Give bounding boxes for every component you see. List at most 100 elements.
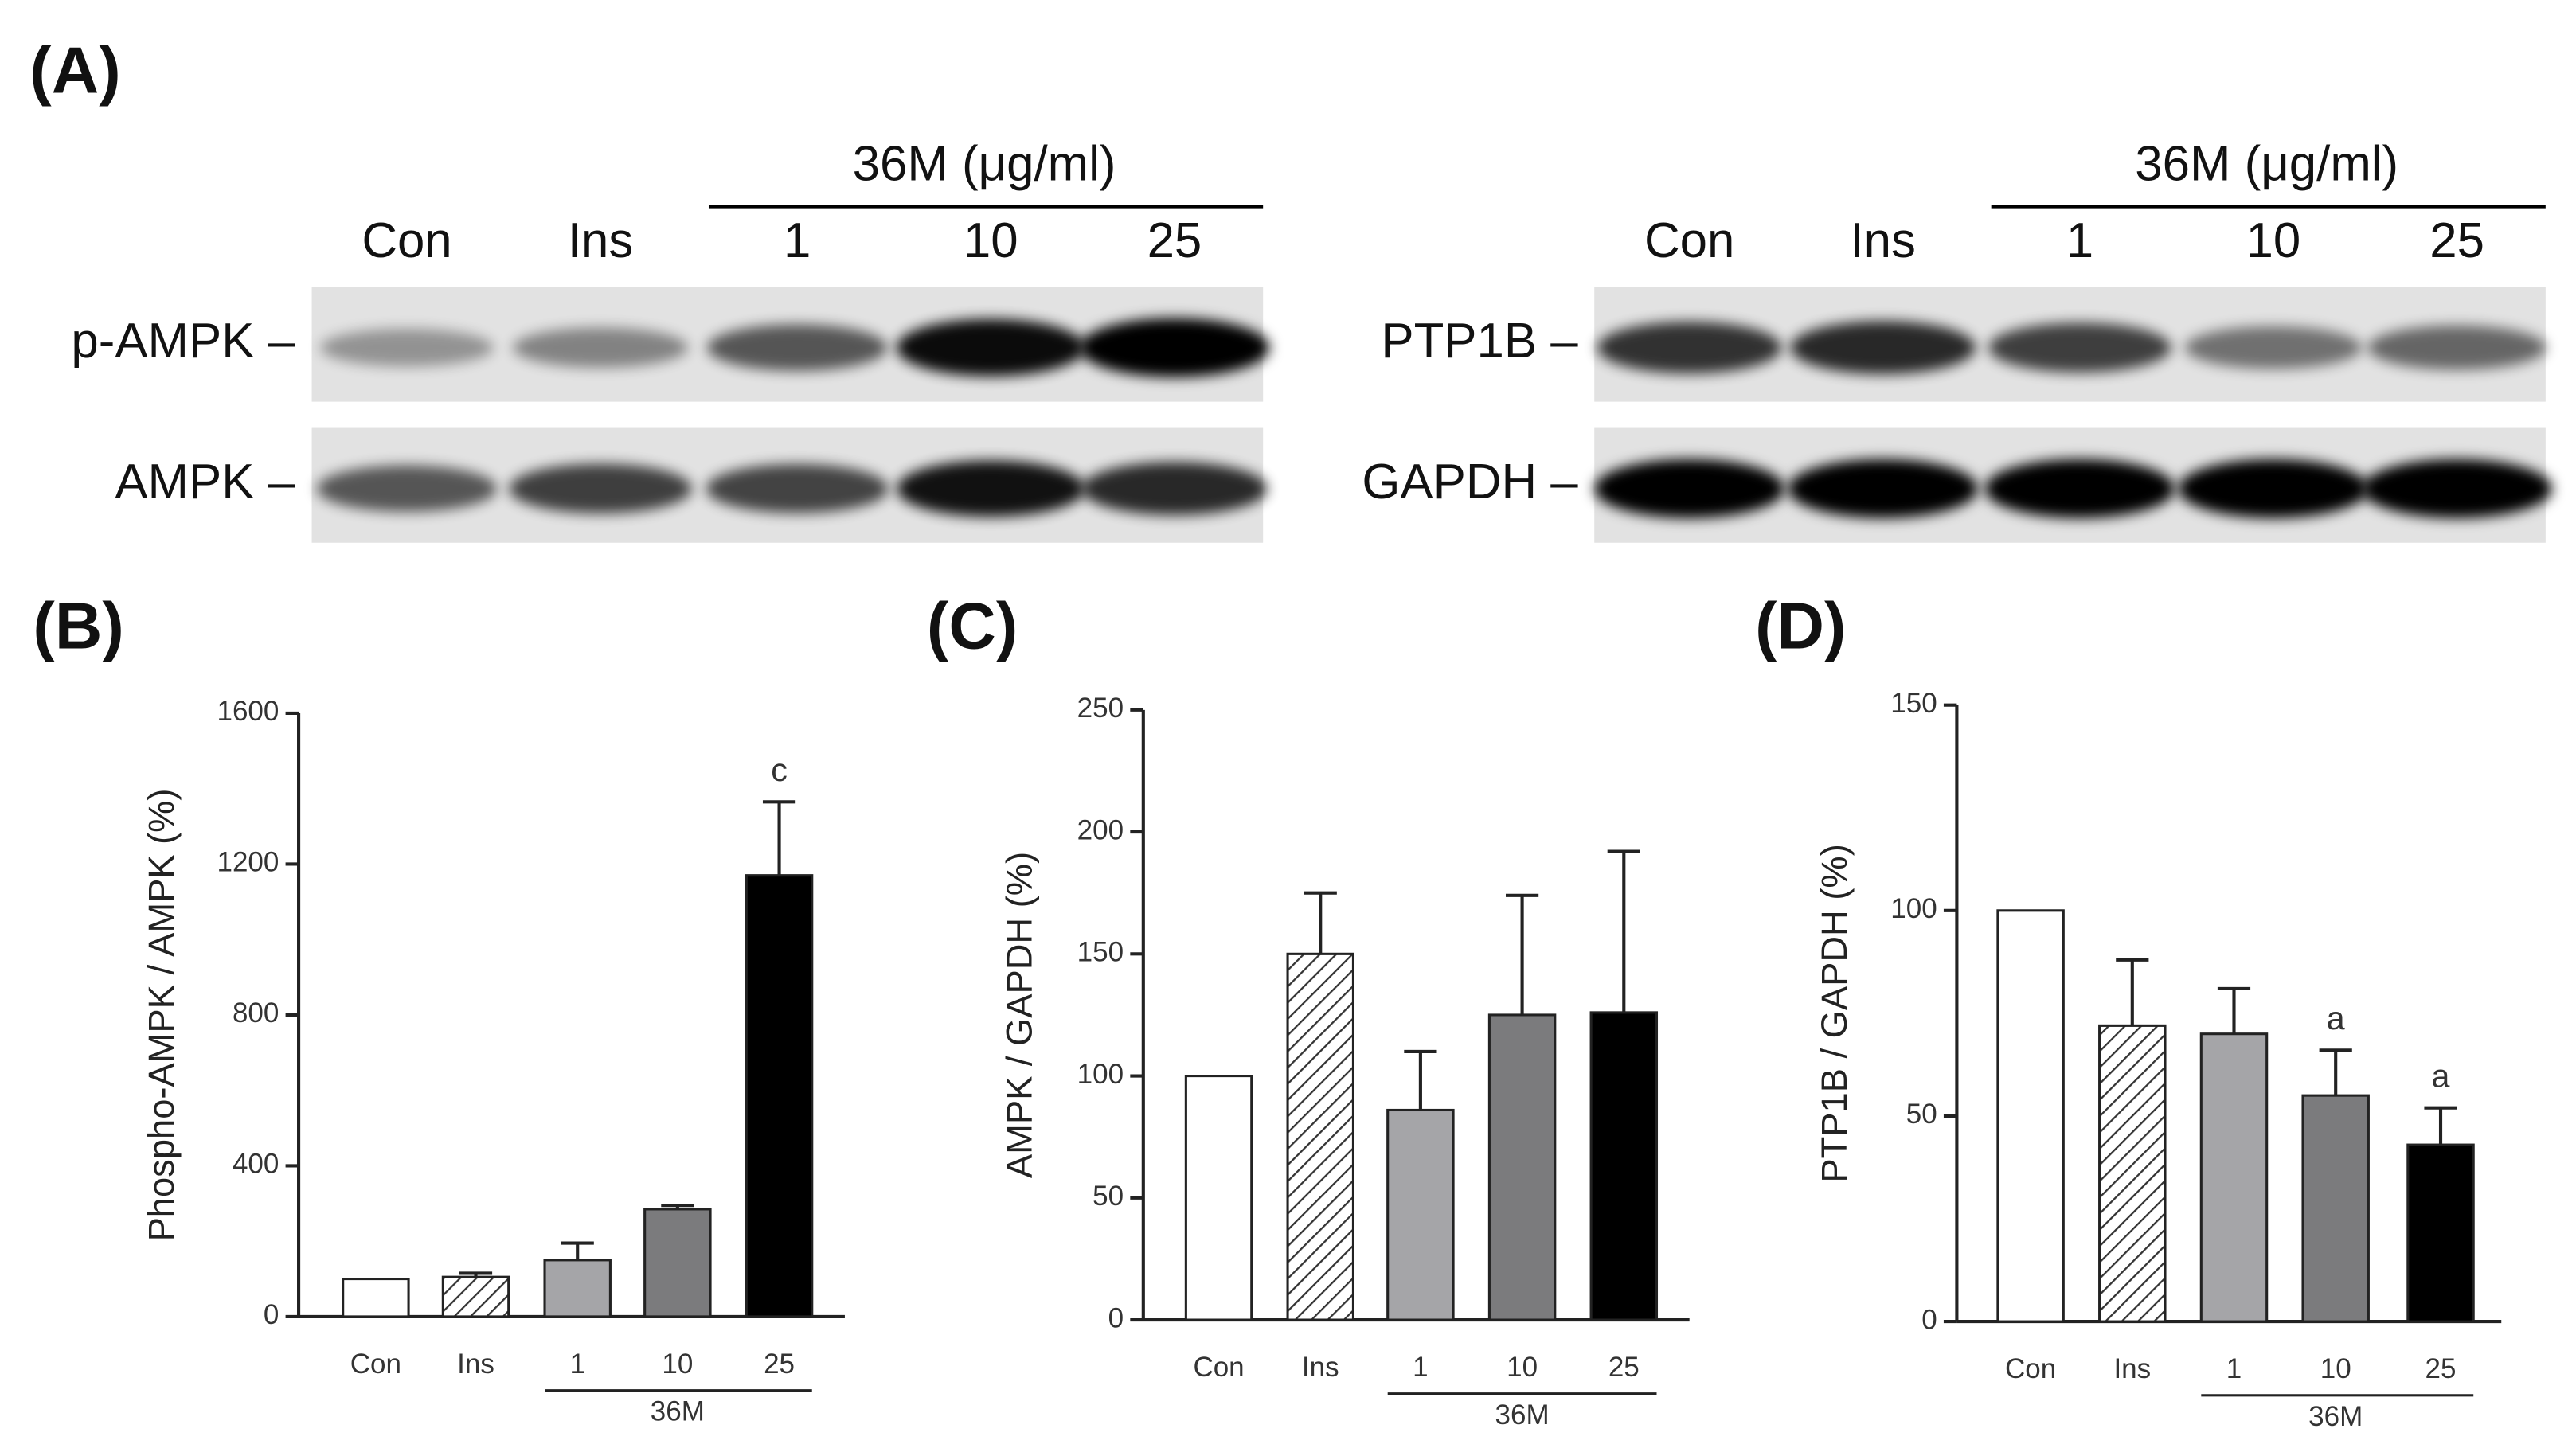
blot-band bbox=[2184, 326, 2363, 369]
x-tick-label: Ins bbox=[1302, 1352, 1339, 1383]
y-axis-label: PTP1B / GAPDH (%) bbox=[1814, 844, 1855, 1182]
group-label: 36M bbox=[2308, 1401, 2363, 1432]
error-bar bbox=[1505, 893, 1539, 1015]
x-tick-label: 10 bbox=[1507, 1352, 1538, 1383]
y-tick-label: 100 bbox=[1077, 1059, 1124, 1090]
lane-label: 10 bbox=[2246, 213, 2301, 268]
error-bar bbox=[1304, 891, 1337, 954]
blot-band bbox=[513, 327, 688, 368]
x-tick-label: 25 bbox=[2425, 1353, 2457, 1384]
row-label: AMPK – bbox=[115, 455, 295, 509]
blot-band bbox=[896, 318, 1085, 377]
error-bar bbox=[2319, 1048, 2352, 1096]
panel-label: (B) bbox=[33, 590, 123, 663]
blot-band bbox=[1079, 318, 1270, 377]
panel-label: (D) bbox=[1755, 590, 1846, 663]
x-tick-label: Con bbox=[1193, 1352, 1244, 1383]
blot-band bbox=[509, 463, 692, 514]
blot-band bbox=[1788, 459, 1979, 518]
panel-label: (A) bbox=[29, 34, 120, 107]
bar bbox=[1996, 909, 2065, 1323]
lane-label: Ins bbox=[568, 213, 633, 268]
blot-band bbox=[1988, 322, 2171, 373]
error-bar bbox=[2217, 986, 2251, 1034]
x-tick-label: Ins bbox=[2113, 1353, 2151, 1384]
error-bar bbox=[2116, 958, 2149, 1026]
y-tick-label: 0 bbox=[1108, 1302, 1124, 1333]
x-tick-label: 10 bbox=[662, 1349, 693, 1380]
blot-band bbox=[2362, 459, 2553, 518]
lane-label: Con bbox=[1644, 213, 1734, 268]
x-tick-label: 25 bbox=[764, 1349, 795, 1380]
bar bbox=[745, 874, 814, 1318]
x-tick-label: 10 bbox=[2320, 1353, 2351, 1384]
y-tick-label: 400 bbox=[233, 1149, 279, 1180]
lane-label: Ins bbox=[1851, 213, 1916, 268]
bar bbox=[342, 1278, 410, 1318]
x-tick-label: Ins bbox=[457, 1349, 494, 1380]
bar bbox=[543, 1259, 612, 1318]
x-tick-label: Con bbox=[2005, 1353, 2056, 1384]
y-tick-label: 50 bbox=[1906, 1099, 1937, 1130]
blot-band bbox=[1081, 462, 1268, 516]
x-tick-label: 1 bbox=[569, 1349, 584, 1380]
bar bbox=[2199, 1032, 2269, 1323]
bar bbox=[1184, 1075, 1253, 1321]
error-bar bbox=[661, 1204, 694, 1209]
blot-band bbox=[1597, 322, 1782, 374]
significance-label: a bbox=[2327, 1000, 2345, 1036]
bar bbox=[2406, 1143, 2475, 1323]
row-label: GAPDH – bbox=[1362, 455, 1578, 509]
error-bar bbox=[561, 1241, 594, 1260]
y-tick-label: 1600 bbox=[217, 696, 279, 727]
blot-band bbox=[897, 460, 1085, 517]
y-tick-label: 0 bbox=[1921, 1304, 1937, 1335]
treatment-label: 36M (μg/ml) bbox=[853, 136, 1116, 191]
bar bbox=[441, 1275, 510, 1318]
lane-label: 1 bbox=[784, 213, 811, 268]
y-tick-label: 1200 bbox=[217, 847, 279, 878]
lane-label: Con bbox=[362, 213, 451, 268]
significance-label: a bbox=[2432, 1057, 2450, 1094]
bar bbox=[643, 1208, 712, 1318]
blot-band bbox=[1984, 459, 2175, 518]
error-bar bbox=[1404, 1049, 1437, 1111]
error-bar bbox=[459, 1271, 493, 1278]
y-tick-label: 250 bbox=[1077, 693, 1124, 724]
error-bar bbox=[1607, 849, 1640, 1013]
blot-band bbox=[1594, 459, 1785, 518]
x-tick-label: 1 bbox=[2226, 1353, 2242, 1384]
lane-label: 25 bbox=[1147, 213, 1202, 268]
x-tick-label: Con bbox=[350, 1349, 401, 1380]
x-tick-label: 25 bbox=[1608, 1352, 1640, 1383]
bar bbox=[2301, 1094, 2370, 1323]
blot-band bbox=[1790, 321, 1976, 375]
y-axis-label: AMPK / GAPDH (%) bbox=[999, 852, 1039, 1178]
bar bbox=[1286, 952, 1354, 1321]
blot-band bbox=[320, 328, 494, 367]
blot-band bbox=[2367, 325, 2547, 370]
lane-label: 1 bbox=[2066, 213, 2093, 268]
y-tick-label: 100 bbox=[1890, 893, 1937, 924]
y-tick-label: 150 bbox=[1890, 688, 1937, 719]
y-tick-label: 50 bbox=[1093, 1181, 1124, 1212]
panel-label: (C) bbox=[927, 590, 1018, 663]
lane-label: 10 bbox=[964, 213, 1018, 268]
y-tick-label: 200 bbox=[1077, 814, 1124, 845]
y-tick-label: 150 bbox=[1077, 937, 1124, 968]
blot-band bbox=[2178, 459, 2369, 518]
error-bar bbox=[762, 800, 796, 876]
y-tick-label: 0 bbox=[264, 1299, 279, 1330]
bar bbox=[1589, 1011, 1659, 1321]
bar bbox=[1386, 1108, 1455, 1321]
blot-band bbox=[316, 465, 498, 513]
error-bar bbox=[2424, 1106, 2457, 1146]
group-label: 36M bbox=[1495, 1399, 1550, 1431]
blot-band bbox=[706, 463, 889, 513]
y-axis-label: Phospho-AMPK / AMPK (%) bbox=[141, 788, 182, 1241]
row-label: PTP1B – bbox=[1381, 314, 1578, 369]
group-label: 36M bbox=[651, 1396, 705, 1427]
treatment-label: 36M (μg/ml) bbox=[2135, 136, 2398, 191]
